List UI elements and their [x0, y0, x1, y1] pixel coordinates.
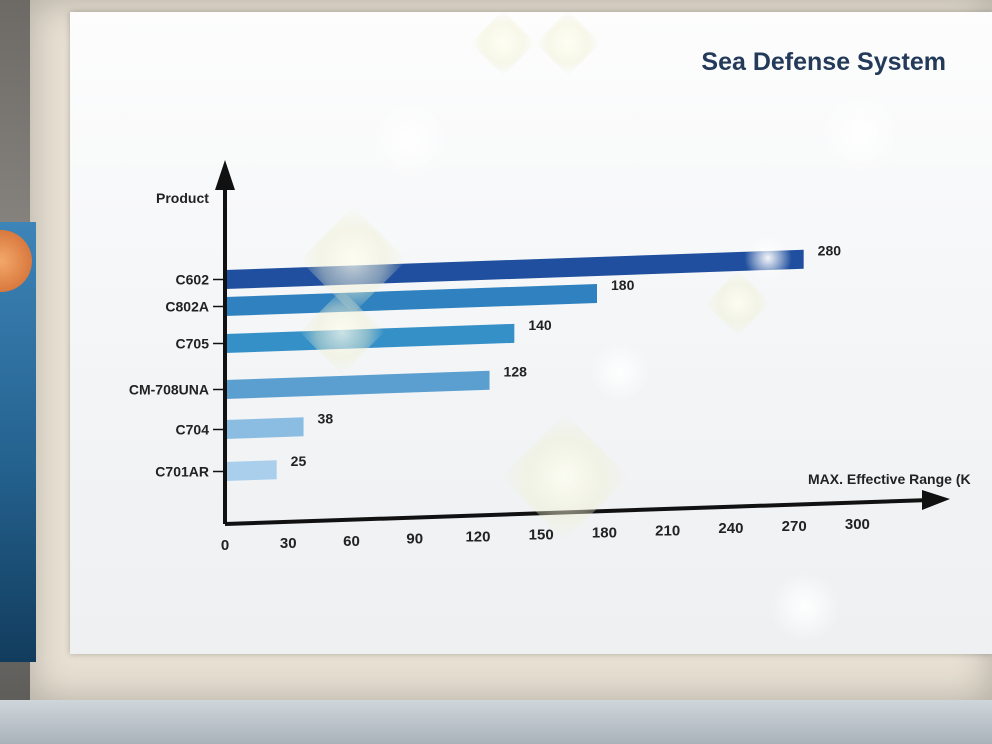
- category-label: C705: [176, 336, 210, 352]
- value-label: 180: [611, 277, 635, 293]
- x-tick-label: 0: [221, 537, 229, 554]
- x-tick-label: 210: [655, 522, 680, 539]
- bar-c802a: [225, 283, 597, 316]
- value-label: 128: [504, 364, 528, 380]
- category-label: C802A: [165, 299, 209, 315]
- value-label: 280: [818, 243, 842, 259]
- category-label: CM-708UNA: [129, 382, 209, 398]
- x-tick-label: 120: [465, 529, 490, 546]
- bottom-edge: [0, 700, 992, 744]
- x-tick-label: 150: [529, 527, 554, 544]
- bar-cm-708una: [225, 370, 490, 399]
- axes-group: C602 C802A C705 CM-708UNA C704 C701AR 0 30 60 90 1…: [129, 160, 950, 554]
- x-tick-label: 90: [406, 531, 423, 548]
- value-label: 140: [528, 317, 552, 333]
- bar-c704: [225, 417, 304, 439]
- x-tick-label: 300: [845, 516, 870, 533]
- y-axis-arrow: [215, 160, 235, 190]
- chart-panel: Sea Defense System Product MAX. Effectiv…: [70, 12, 992, 654]
- bar-chart: Sea Defense System Product MAX. Effectiv…: [129, 48, 971, 554]
- bar-c705: [225, 323, 515, 353]
- x-tick-label: 30: [280, 535, 297, 552]
- value-label: 25: [291, 453, 307, 469]
- x-tick-label: 180: [592, 524, 617, 541]
- x-axis-arrow: [922, 490, 950, 510]
- category-label: C704: [176, 422, 210, 438]
- x-tick-label: 270: [782, 518, 807, 535]
- y-axis-label: Product: [156, 190, 209, 206]
- bars-group: 280 180 140 128 38 25: [225, 243, 841, 481]
- x-axis-line: [224, 498, 931, 526]
- category-label: C701AR: [155, 464, 209, 480]
- bar-c701ar: [225, 460, 277, 481]
- category-label: C602: [176, 272, 210, 288]
- x-axis-label: MAX. Effective Range (K: [808, 471, 971, 487]
- chart-title: Sea Defense System: [701, 48, 946, 76]
- bar-c602: [225, 249, 804, 289]
- x-tick-label: 240: [718, 520, 743, 537]
- value-label: 38: [318, 410, 334, 426]
- background-ocean-photo: [0, 222, 36, 662]
- x-tick-label: 60: [343, 533, 360, 550]
